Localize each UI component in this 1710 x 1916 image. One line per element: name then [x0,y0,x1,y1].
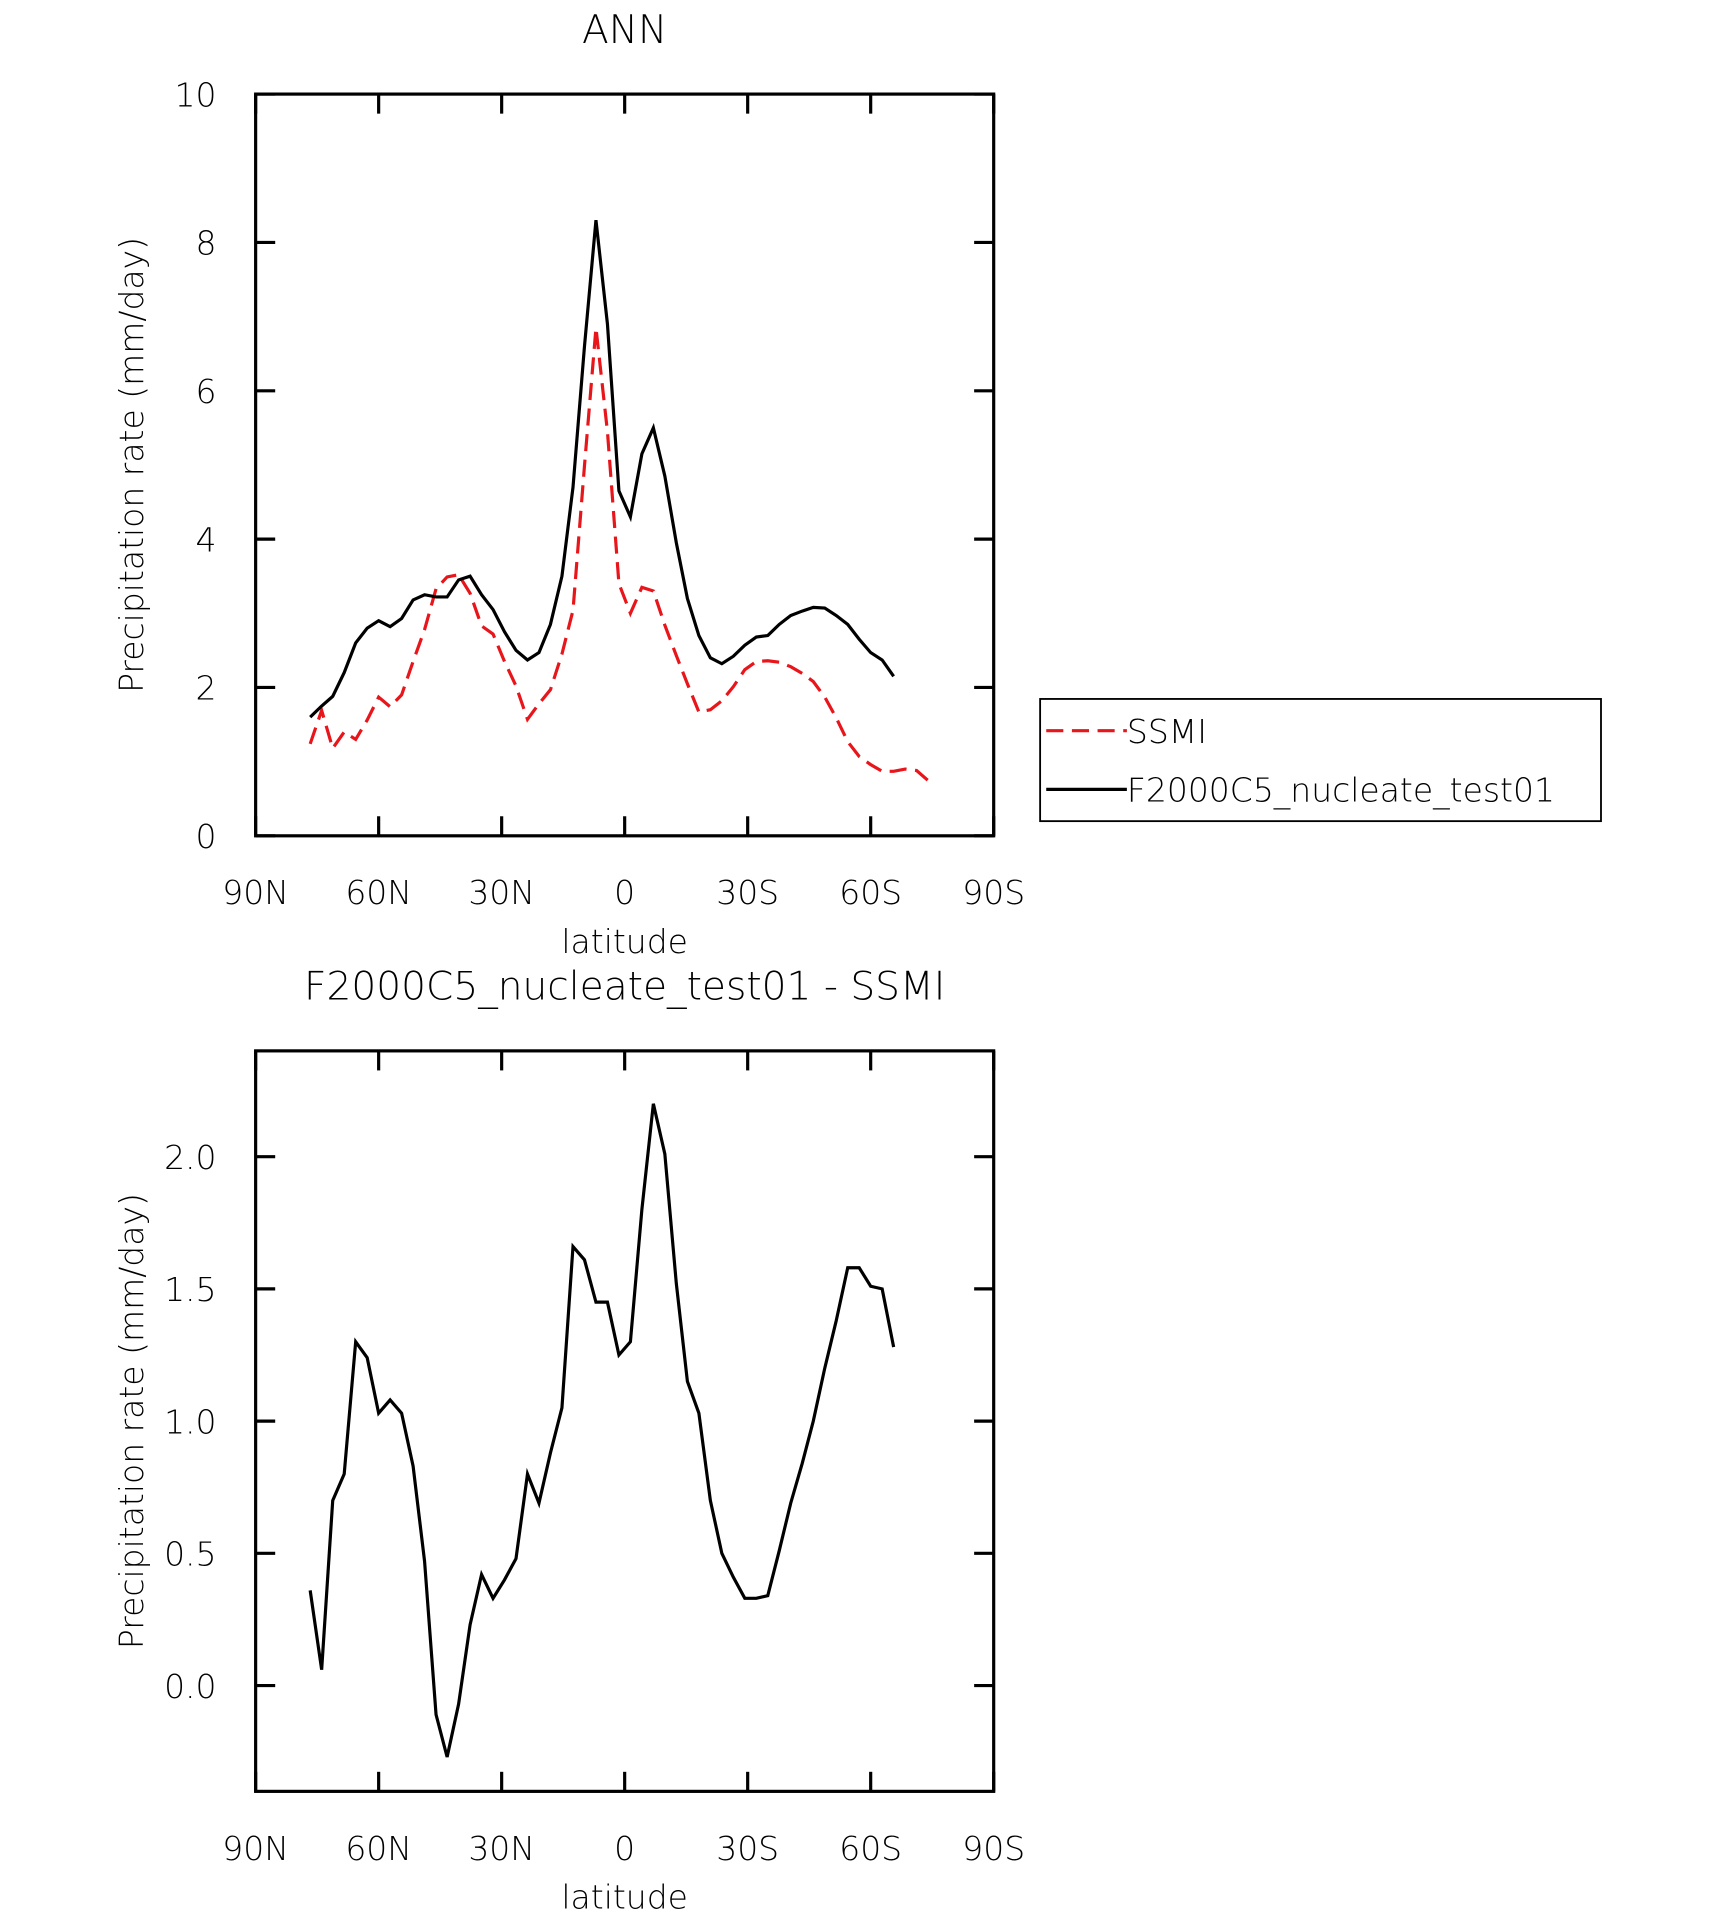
y-tick-label: 8 [196,224,217,263]
y-tick-label: 0.0 [164,1667,216,1706]
y-tick-label: 6 [196,372,217,411]
y-tick-label: 2.0 [164,1138,216,1177]
y-tick-label: 1.5 [164,1270,216,1309]
y-axis-label: Precipitation rate (mm/day) [112,1193,151,1649]
x-axis-label: latitude [561,922,688,961]
x-tick-label: 90S [962,873,1025,912]
x-tick-label: 30N [468,1829,535,1868]
x-tick-label: 60N [345,873,412,912]
y-axis-label: Precipitation rate (mm/day) [112,237,151,693]
y-tick-label: 0.5 [164,1535,216,1574]
y-tick-label: 4 [196,520,217,559]
x-tick-label: 60S [839,873,902,912]
x-tick-label: 90N [222,1829,289,1868]
x-tick-label: 60S [839,1829,902,1868]
x-tick-label: 60N [345,1829,412,1868]
x-tick-label: 0 [614,1829,635,1868]
legend-box [1039,698,1602,823]
data-line [308,327,929,782]
x-tick-label: 90N [222,873,289,912]
x-tick-label: 30S [716,1829,779,1868]
chart-title: F2000C5_nucleate_test01 - SSMI [304,965,945,1010]
legend-label: F2000C5_nucleate_test01 [1127,771,1555,811]
y-tick-label: 2 [196,669,217,708]
data-line [309,220,895,719]
plot-frame [254,92,996,838]
y-tick-label: 0 [196,817,217,856]
chart-title: ANN [582,8,667,53]
y-tick-label: 10 [175,75,217,114]
plot-frame [254,1049,996,1793]
legend-label: SSMI [1127,712,1207,751]
data-line [308,1103,896,1758]
x-axis-label: latitude [561,1878,688,1916]
x-tick-label: 30S [716,873,779,912]
x-tick-label: 0 [614,873,635,912]
y-tick-label: 1.0 [164,1402,216,1441]
x-tick-label: 30N [468,873,535,912]
x-tick-label: 90S [962,1829,1025,1868]
